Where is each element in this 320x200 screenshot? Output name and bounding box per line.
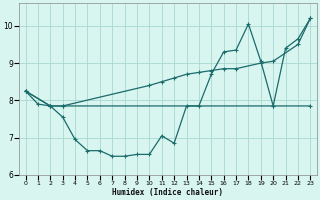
X-axis label: Humidex (Indice chaleur): Humidex (Indice chaleur) — [112, 188, 223, 197]
